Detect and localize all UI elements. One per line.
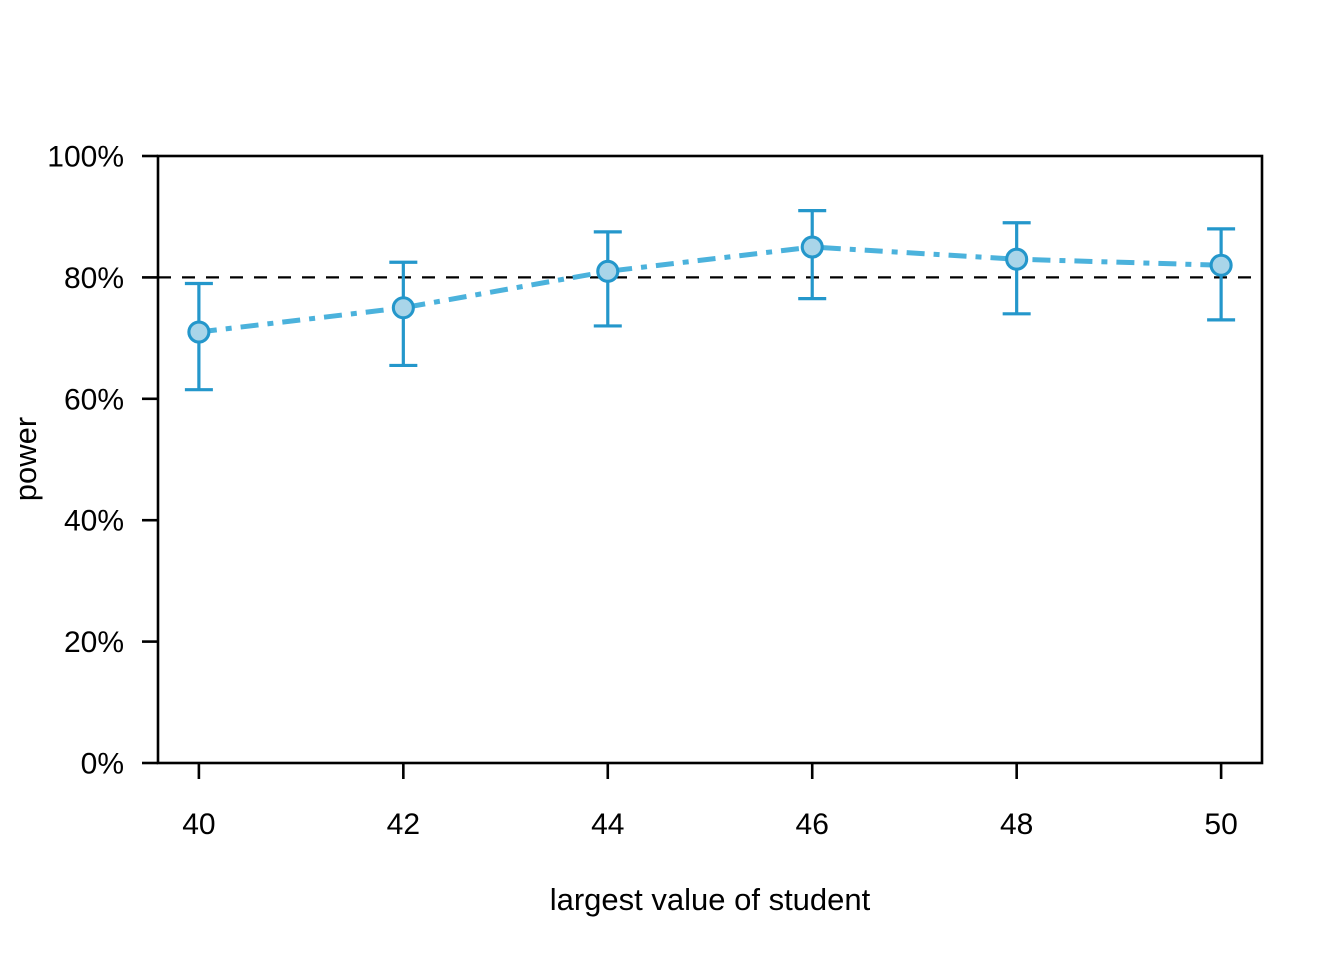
data-point <box>391 296 415 320</box>
y-tick-label: 0% <box>81 748 124 781</box>
x-axis-title: largest value of student <box>550 882 871 917</box>
data-point <box>1209 253 1233 277</box>
y-tick-label: 60% <box>64 383 124 416</box>
error-bars-group <box>184 209 1236 392</box>
x-tick-label: 48 <box>1000 808 1033 841</box>
data-point <box>187 320 211 344</box>
y-tick-label: 40% <box>64 505 124 538</box>
data-point <box>596 259 620 283</box>
y-axis-title: power <box>8 417 43 501</box>
data-point <box>800 235 824 259</box>
y-axis-ticks: 0% 20% 40% 60% 80% 100% <box>47 141 158 781</box>
markers-group <box>187 235 1233 344</box>
y-tick-label: 20% <box>64 626 124 659</box>
x-tick-label: 46 <box>796 808 829 841</box>
x-tick-label: 42 <box>387 808 420 841</box>
series-line <box>198 244 1222 335</box>
series-line-group <box>198 244 1222 335</box>
x-tick-label: 50 <box>1204 808 1237 841</box>
x-tick-label: 40 <box>182 808 215 841</box>
data-point <box>1005 247 1029 271</box>
x-tick-label: 44 <box>591 808 624 841</box>
y-tick-label: 80% <box>64 262 124 295</box>
x-axis-ticks: 40 42 44 46 48 50 <box>182 763 1238 841</box>
y-tick-label: 100% <box>47 141 124 174</box>
plot-box <box>156 154 1264 765</box>
